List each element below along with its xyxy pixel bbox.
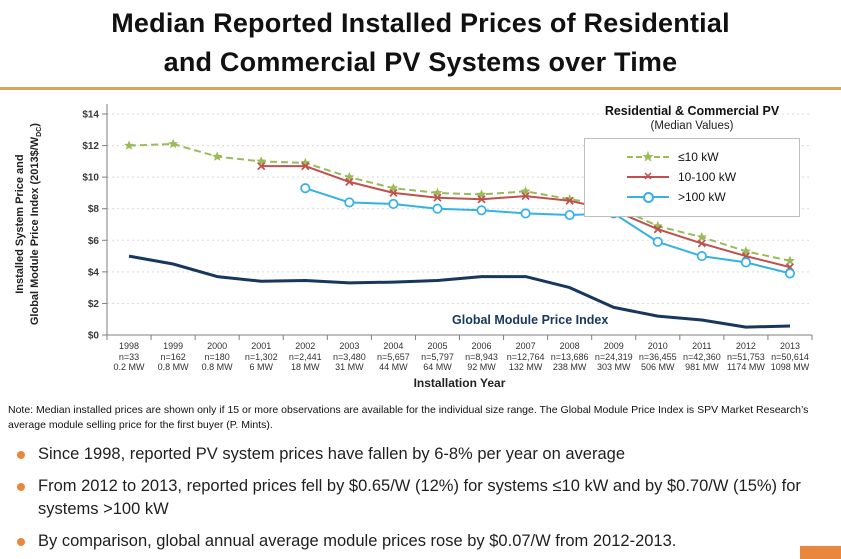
marker-gt100kw — [564, 209, 575, 221]
legend-title: Residential & Commercial PV — [604, 104, 780, 118]
x-tick-label: 2010 n=36,455 506 MW — [638, 341, 677, 372]
x-axis-labels: 1998 n=33 0.2 MW 1999 n=162 0.8 MW 2000 n=180 0.… — [107, 341, 812, 373]
marker-gt100kw — [696, 251, 707, 262]
x-tick-label: 2005 n=5,797 64 MW — [421, 341, 454, 372]
y-tick-label: $14 — [82, 110, 99, 121]
module-index-label: Global Module Price Index — [452, 313, 609, 327]
bullet-text: By comparison, global annual average mod… — [38, 532, 677, 550]
marker-kw10-100 — [477, 195, 486, 204]
legend-item-gt100kw: >100 kW — [627, 190, 799, 204]
marker-kw10-100 — [389, 188, 398, 198]
star-marker-icon: ★ — [627, 150, 669, 164]
marker-gt100kw — [520, 208, 531, 219]
marker-le10kw — [168, 138, 178, 149]
marker-kw10-100 — [565, 196, 574, 205]
marker-kw10-100 — [521, 191, 530, 201]
legend-item-10-100kw: ✕ 10-100 kW — [627, 170, 799, 184]
marker-gt100kw — [300, 183, 311, 194]
marker-gt100kw — [740, 257, 751, 268]
series-line-module-index — [128, 254, 791, 329]
x-tick-label: 2012 n=51,753 1174 MW — [726, 341, 765, 372]
x-marker-icon: ✕ — [627, 171, 669, 184]
marker-le10kw — [388, 183, 399, 193]
y-tick-label: $8 — [88, 204, 100, 215]
legend-box: ★ ≤10 kW ✕ 10-100 kW >100 kW — [584, 138, 800, 217]
marker-gt100kw — [388, 198, 399, 210]
x-tick-label: 2003 n=3,480 31 MW — [332, 341, 366, 372]
bullet-item: By comparison, global annual average mod… — [0, 530, 841, 553]
legend-item-le10kw: ★ ≤10 kW — [627, 150, 799, 164]
bullet-icon — [17, 483, 25, 491]
y-tick-label: $6 — [88, 236, 100, 247]
marker-le10kw — [432, 187, 443, 198]
marker-gt100kw — [432, 203, 443, 214]
bullet-item: Since 1998, reported PV system prices ha… — [0, 443, 841, 466]
page-title-line2: and Commercial PV Systems over Time — [163, 47, 678, 77]
legend-subtitle: (Median Values) — [650, 120, 734, 132]
x-tick-label: 1999 n=162 0.8 MW — [157, 341, 189, 372]
series-line-le10kw — [128, 143, 791, 262]
y-tick-label: $10 — [82, 173, 99, 184]
x-tick-label: 2013 n=50,614 1098 MW — [770, 341, 810, 372]
y-tick-label: $2 — [88, 299, 100, 310]
y-tick-label: $12 — [82, 141, 99, 152]
x-tick-label: 2007 n=12,764 132 MW — [506, 341, 545, 372]
marker-le10kw — [785, 255, 795, 265]
bullet-item: From 2012 to 2013, reported prices fell … — [0, 475, 841, 521]
x-axis-title: Installation Year — [413, 376, 506, 390]
bullet-icon — [17, 538, 25, 546]
marker-le10kw — [696, 231, 707, 242]
marker-le10kw — [256, 156, 267, 166]
note-text: Note: Median installed prices are shown … — [8, 404, 809, 431]
legend-label: 10-100 kW — [678, 170, 737, 184]
series-line-gt100kw — [304, 187, 791, 275]
legend-label: >100 kW — [678, 190, 726, 204]
bullet-icon — [17, 451, 25, 459]
x-tick-label: 2008 n=13,686 238 MW — [550, 341, 589, 372]
y-tick-label: $4 — [88, 267, 100, 278]
marker-gt100kw — [344, 197, 355, 208]
marker-kw10-100 — [433, 193, 442, 202]
x-tick-label: 2002 n=2,441 18 MW — [288, 341, 322, 372]
marker-kw10-100 — [345, 177, 354, 186]
bullet-text: From 2012 to 2013, reported prices fell … — [38, 477, 801, 518]
circle-marker-icon — [627, 191, 669, 204]
bullet-list: Since 1998, reported PV system prices ha… — [0, 443, 841, 553]
marker-le10kw — [124, 140, 134, 150]
marker-le10kw — [476, 189, 487, 199]
marker-gt100kw — [652, 236, 663, 247]
marker-kw10-100 — [653, 225, 662, 234]
x-tick-label: 2004 n=5,657 44 MW — [377, 341, 410, 372]
marker-kw10-100 — [257, 161, 266, 171]
corner-accent — [800, 546, 841, 559]
chart-legend: Residential & Commercial PV (Median Valu… — [572, 104, 812, 217]
page-title: Median Reported Installed Prices of Resi… — [111, 8, 730, 38]
x-tick-label: 2011 n=42,360 981 MW — [682, 341, 721, 372]
legend-label: ≤10 kW — [678, 150, 719, 164]
plot-area: $0 $2 $4 $6 $8 $10 $12 $14 — [82, 104, 813, 341]
x-tick-label: 2001 n=1,302 6 MW — [244, 341, 278, 372]
x-tick-label: 2000 n=180 0.8 MW — [201, 341, 233, 372]
marker-le10kw — [212, 151, 223, 161]
pv-price-chart: Installed System Price and Global Module… — [0, 94, 841, 394]
x-tick-label: 1998 n=33 0.2 MW — [113, 341, 145, 372]
bullet-text: Since 1998, reported PV system prices ha… — [38, 445, 625, 463]
marker-kw10-100 — [697, 239, 706, 248]
slide-header: Median Reported Installed Prices of Resi… — [0, 0, 841, 90]
marker-gt100kw — [784, 268, 796, 279]
marker-kw10-100 — [301, 161, 310, 171]
x-tick-label: 2009 n=24,319 303 MW — [594, 341, 633, 372]
x-tick-label: 2006 n=8,943 92 MW — [465, 341, 498, 372]
title-rule — [0, 87, 841, 90]
y-tick-label: $0 — [88, 331, 100, 341]
marker-gt100kw — [476, 205, 487, 216]
marker-le10kw — [520, 186, 531, 196]
